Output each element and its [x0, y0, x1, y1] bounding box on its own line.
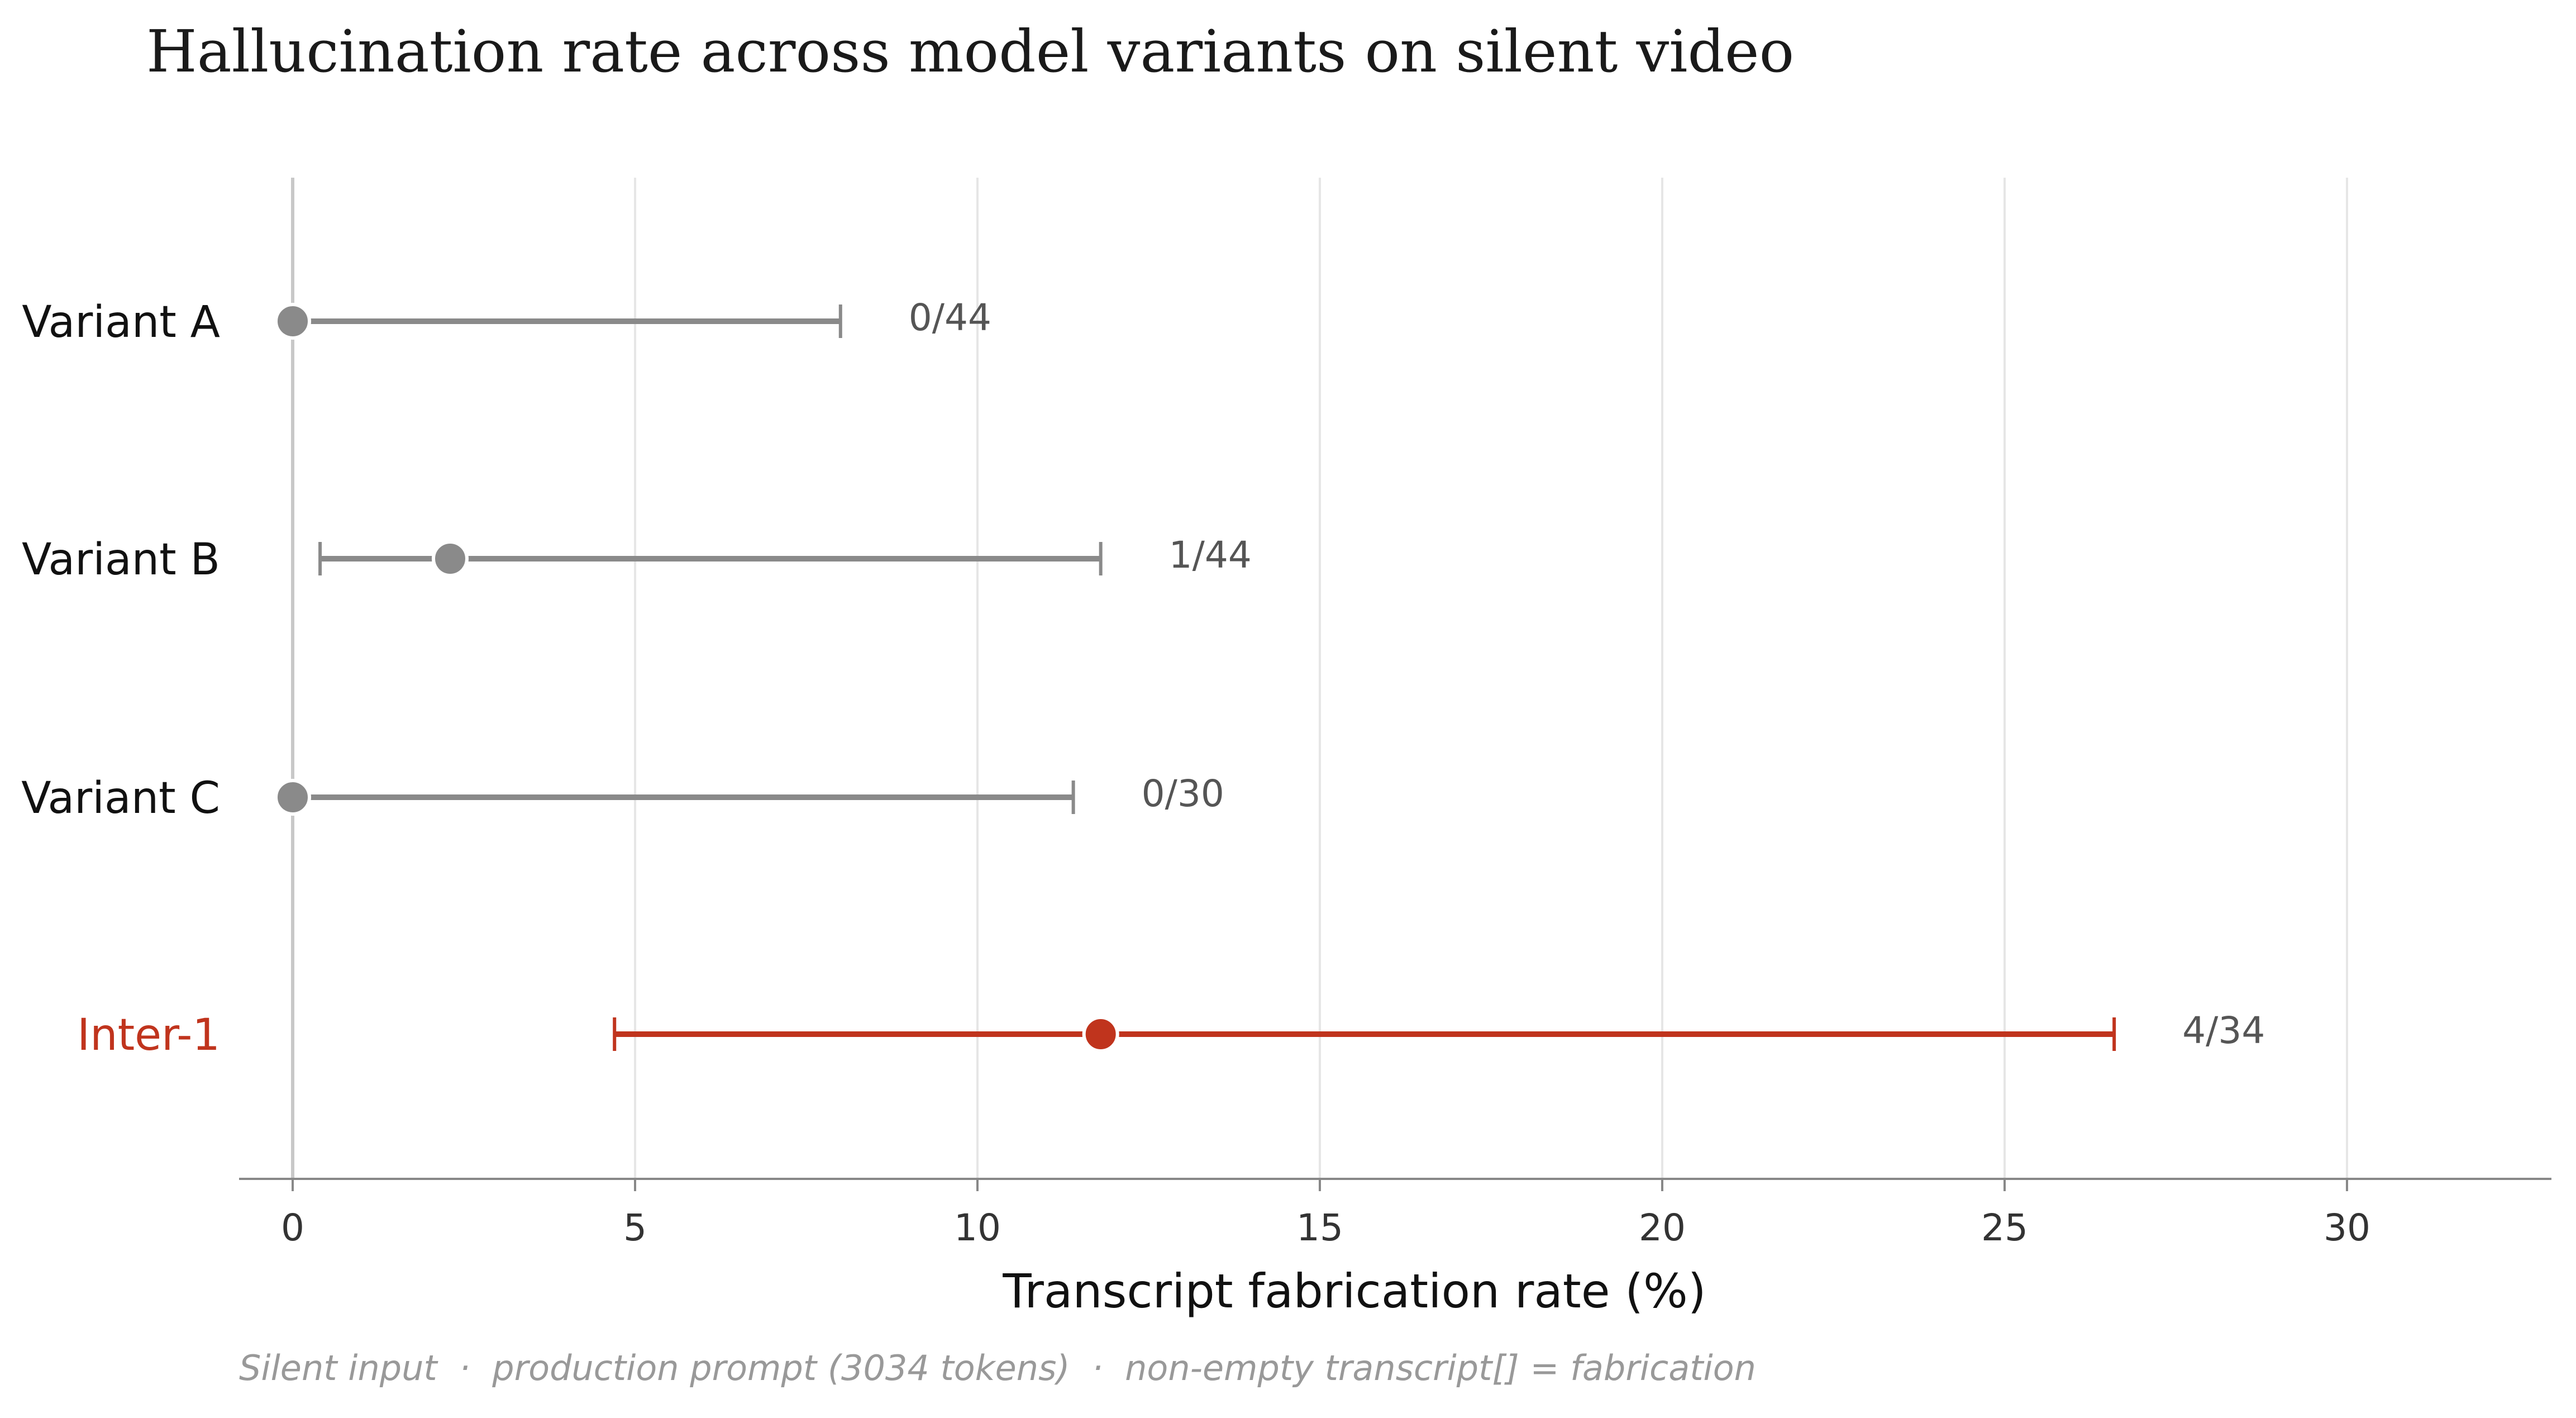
grid-lines — [291, 178, 2348, 1179]
point-inter-1 — [1082, 1016, 1119, 1053]
x-tick-label-25: 25 — [1981, 1206, 2028, 1249]
x-tick-label-30: 30 — [2324, 1206, 2370, 1249]
x-tick-label-5: 5 — [623, 1206, 647, 1249]
row-inter-1: Inter-1 4/34 — [77, 1009, 2265, 1060]
x-tick-label-20: 20 — [1639, 1206, 1686, 1249]
category-label-variant-b: Variant B — [22, 535, 220, 585]
point-variant-b — [431, 540, 469, 577]
count-label-variant-a: 0/44 — [909, 296, 991, 339]
chart-footnote: Silent input · production prompt (3034 t… — [239, 1348, 1756, 1388]
x-tick-label-0: 0 — [281, 1206, 304, 1249]
category-label-variant-a: Variant A — [22, 297, 220, 348]
count-label-variant-b: 1/44 — [1169, 534, 1252, 577]
row-variant-c: Variant C 0/30 — [21, 772, 1224, 824]
count-label-inter-1: 4/34 — [2182, 1009, 2265, 1052]
count-label-variant-c: 0/30 — [1142, 772, 1224, 815]
category-label-inter-1: Inter-1 — [77, 1010, 220, 1060]
category-label-variant-c: Variant C — [21, 773, 220, 824]
data-marks: Variant A 0/44 Variant B 1/44 Variant C 0/30 I… — [21, 296, 2265, 1060]
point-variant-a — [274, 303, 311, 340]
row-variant-b: Variant B 1/44 — [22, 534, 1252, 585]
chart-title: Hallucination rate across model variants… — [146, 17, 1794, 85]
x-axis-title: Transcript fabrication rate (%) — [1002, 1264, 1706, 1319]
row-variant-a: Variant A 0/44 — [22, 296, 991, 348]
x-tick-label-10: 10 — [954, 1206, 1001, 1249]
x-tick-label-15: 15 — [1296, 1206, 1343, 1249]
x-axis: 0 5 10 15 20 25 30 — [239, 1178, 2551, 1249]
point-variant-c — [274, 779, 311, 816]
